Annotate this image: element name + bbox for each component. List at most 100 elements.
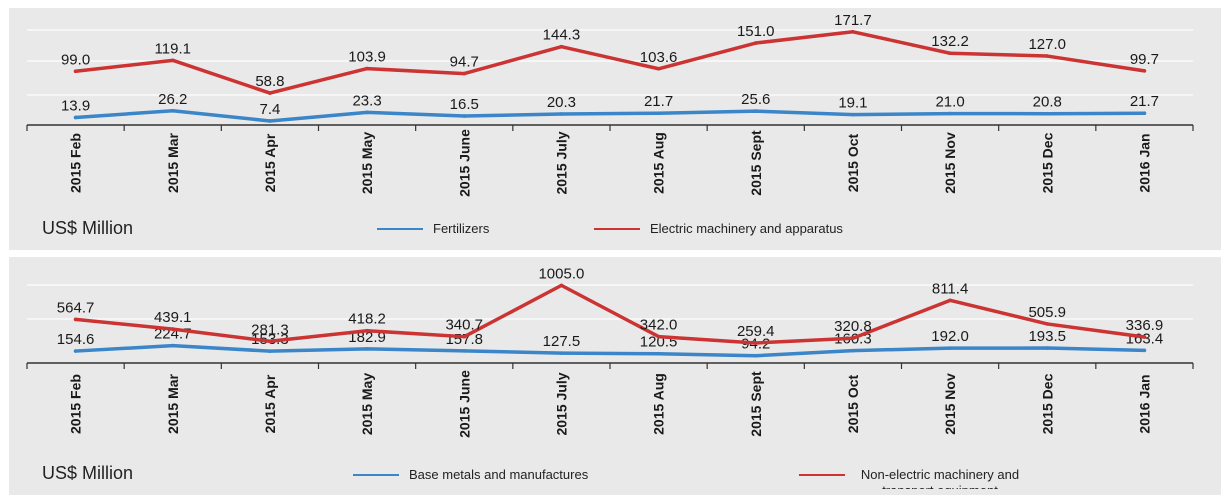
data-point — [365, 66, 369, 71]
series-line — [73, 109, 1147, 123]
x-tick-label: 2015 Apr — [262, 374, 278, 433]
x-tick-label: 2015 Sept — [748, 130, 764, 196]
x-tick-label: 2015 Dec — [1039, 132, 1055, 193]
data-point — [1045, 111, 1050, 116]
data-label: 23.3 — [352, 92, 381, 109]
x-tick-label: 2015 June — [456, 129, 472, 197]
data-label: 342.0 — [640, 317, 678, 334]
data-point — [1045, 54, 1050, 58]
data-label: 564.7 — [57, 299, 95, 316]
data-point — [559, 112, 564, 116]
data-point — [559, 283, 564, 288]
data-label: 193.5 — [1028, 328, 1066, 345]
x-tick-label: 2015 Apr — [262, 133, 278, 192]
x-tick-label: 2015 Nov — [942, 373, 958, 435]
data-label: 20.3 — [547, 94, 576, 111]
data-point — [462, 349, 467, 353]
data-point — [1142, 335, 1147, 339]
legend-item-fertilizers: Fertilizers — [377, 221, 489, 237]
data-label: 340.7 — [445, 317, 483, 334]
data-label: 505.9 — [1028, 304, 1066, 321]
data-point — [753, 109, 758, 113]
data-label: 94.7 — [450, 54, 479, 71]
data-label: 21.0 — [935, 94, 964, 111]
data-point — [1142, 348, 1147, 353]
x-tick-label: 2015 Nov — [942, 132, 958, 194]
x-tick-label: 2016 Jan — [1136, 133, 1152, 192]
data-point — [73, 115, 78, 120]
series-line — [73, 283, 1147, 345]
data-label: 439.1 — [154, 309, 192, 326]
data-point — [1045, 322, 1050, 326]
x-tick-label: 2015 Sept — [748, 371, 764, 437]
x-tick-label: 2015 Mar — [165, 132, 181, 192]
legend-swatch-blue — [377, 228, 423, 230]
data-label: 13.9 — [61, 97, 90, 114]
data-point — [1142, 69, 1147, 73]
data-label: 1005.0 — [538, 265, 584, 282]
x-tick-label: 2015 July — [553, 372, 569, 435]
data-point — [268, 349, 272, 353]
data-label: 25.6 — [741, 91, 770, 108]
data-label: 320.8 — [834, 318, 872, 335]
x-tick-label: 2015 Oct — [845, 133, 861, 192]
x-tick-label: 2015 May — [359, 373, 375, 435]
data-point — [559, 44, 564, 49]
data-label: 151.0 — [737, 23, 775, 40]
data-point — [559, 351, 564, 355]
data-point — [268, 339, 272, 344]
data-point — [170, 343, 175, 348]
data-point — [365, 328, 369, 333]
x-tick-label: 2015 Aug — [651, 373, 667, 435]
data-label: 811.4 — [932, 280, 968, 297]
data-point — [753, 341, 758, 345]
data-point — [948, 346, 952, 350]
data-label: 144.3 — [543, 27, 581, 44]
data-label: 192.0 — [931, 328, 969, 345]
data-label: 21.7 — [1130, 93, 1159, 110]
chart-svg-bottom: 2015 Feb 2015 Mar 2015 Apr 2015 May 2015 Jun… — [26, 265, 1194, 438]
data-label: 127.5 — [543, 333, 581, 350]
data-point — [851, 336, 855, 341]
data-point — [365, 347, 369, 351]
data-point — [170, 108, 175, 113]
data-point — [753, 353, 758, 358]
legend-label: Non-electric machinery and transport equ… — [860, 467, 1020, 489]
data-label: 171.7 — [834, 12, 872, 29]
legend-label: Fertilizers — [433, 221, 490, 236]
x-tick-label: 2015 Feb — [68, 374, 84, 434]
data-label: 99.0 — [61, 51, 90, 68]
x-tick-label: 2016 Jan — [1136, 374, 1152, 433]
data-label: 119.1 — [155, 40, 191, 57]
data-label: 26.2 — [158, 91, 187, 108]
data-label: 418.2 — [348, 311, 386, 328]
chart-svg-top: 2015 Feb 2015 Mar 2015 Apr 2015 May 2015 Jun… — [26, 12, 1194, 197]
data-point — [268, 119, 272, 123]
x-tick-label: 2015 May — [359, 132, 375, 194]
x-tick-label: 2015 Oct — [845, 374, 861, 433]
series-line — [73, 343, 1147, 358]
chart-panel-fertilizers-electric: 2015 Feb 2015 Mar 2015 Apr 2015 May 2015 Jun… — [9, 8, 1221, 250]
data-point — [1045, 346, 1050, 350]
data-label: 281.3 — [251, 321, 289, 338]
x-tick-label: 2015 Feb — [68, 133, 84, 193]
data-label: 103.6 — [640, 49, 678, 66]
data-point — [948, 298, 952, 303]
data-label: 99.7 — [1130, 51, 1159, 68]
data-label: 259.4 — [737, 323, 775, 340]
data-label: 132.2 — [931, 33, 969, 50]
data-label: 20.8 — [1033, 94, 1062, 111]
data-label: 336.9 — [1126, 317, 1164, 334]
data-point — [851, 112, 855, 117]
data-point — [948, 51, 952, 56]
legend-item-non-electric-machinery: Non-electric machinery and transport equ… — [799, 467, 1025, 489]
data-point — [656, 111, 661, 116]
data-point — [656, 351, 661, 356]
legend-label: Electric machinery and apparatus — [650, 221, 843, 236]
data-label: 21.7 — [644, 93, 673, 110]
data-point — [851, 348, 855, 353]
data-point — [268, 91, 272, 95]
y-unit-label: US$ Million — [42, 463, 134, 483]
data-point — [73, 317, 78, 322]
data-label: 154.6 — [57, 331, 95, 348]
